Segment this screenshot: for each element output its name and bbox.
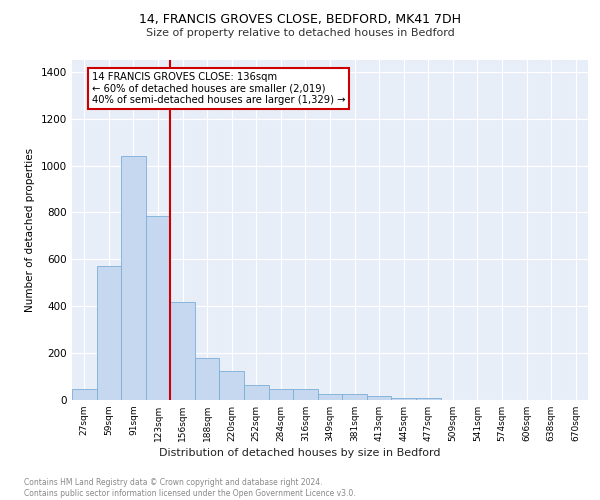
Bar	[342, 394, 367, 400]
Bar	[416, 398, 440, 400]
Bar	[318, 394, 342, 400]
Bar	[293, 388, 318, 400]
Bar	[367, 396, 391, 400]
Bar	[220, 370, 244, 400]
Bar	[170, 302, 195, 400]
Bar	[391, 398, 416, 400]
Bar	[97, 266, 121, 400]
Y-axis label: Number of detached properties: Number of detached properties	[25, 148, 35, 312]
Text: Contains HM Land Registry data © Crown copyright and database right 2024.
Contai: Contains HM Land Registry data © Crown c…	[24, 478, 356, 498]
Text: Distribution of detached houses by size in Bedford: Distribution of detached houses by size …	[159, 448, 441, 458]
Bar	[195, 358, 220, 400]
Bar	[121, 156, 146, 400]
Bar	[72, 389, 97, 400]
Text: 14, FRANCIS GROVES CLOSE, BEDFORD, MK41 7DH: 14, FRANCIS GROVES CLOSE, BEDFORD, MK41 …	[139, 12, 461, 26]
Text: Size of property relative to detached houses in Bedford: Size of property relative to detached ho…	[146, 28, 454, 38]
Bar	[244, 385, 269, 400]
Bar	[146, 216, 170, 400]
Bar	[269, 388, 293, 400]
Text: 14 FRANCIS GROVES CLOSE: 136sqm
← 60% of detached houses are smaller (2,019)
40%: 14 FRANCIS GROVES CLOSE: 136sqm ← 60% of…	[92, 72, 345, 105]
